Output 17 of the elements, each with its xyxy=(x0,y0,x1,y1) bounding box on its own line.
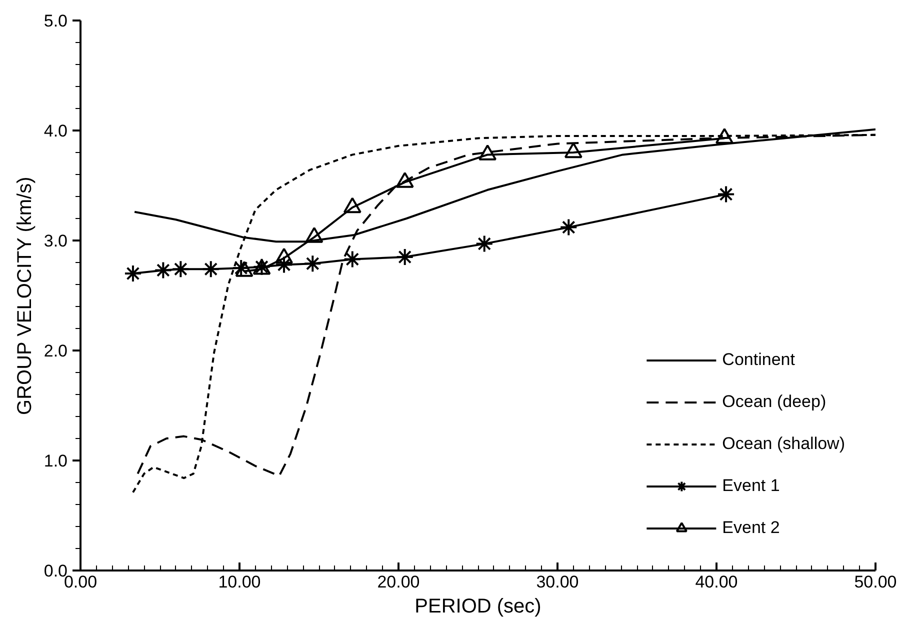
x-tick-label: 10.00 xyxy=(218,572,261,592)
x-tick-label: 40.00 xyxy=(695,572,738,592)
legend-label: Ocean (shallow) xyxy=(722,434,845,454)
y-tick-label: 3.0 xyxy=(44,232,68,250)
x-tick-label: 50.00 xyxy=(854,572,897,592)
legend-label: Continent xyxy=(722,350,795,370)
legend-label: Event 2 xyxy=(722,518,780,538)
x-tick-label: 30.00 xyxy=(536,572,579,592)
x-tick-label: 20.00 xyxy=(377,572,420,592)
legend-label: Ocean (deep) xyxy=(722,392,826,412)
legend-label: Event 1 xyxy=(722,476,780,496)
x-axis-title: PERIOD (sec) xyxy=(414,596,542,618)
y-tick-label: 1.0 xyxy=(44,452,68,470)
y-tick-label: 4.0 xyxy=(44,122,68,140)
y-tick-label: 2.0 xyxy=(44,342,68,360)
y-axis-title: GROUP VELOCITY (km/s) xyxy=(14,176,36,415)
y-tick-label: 5.0 xyxy=(44,12,68,30)
